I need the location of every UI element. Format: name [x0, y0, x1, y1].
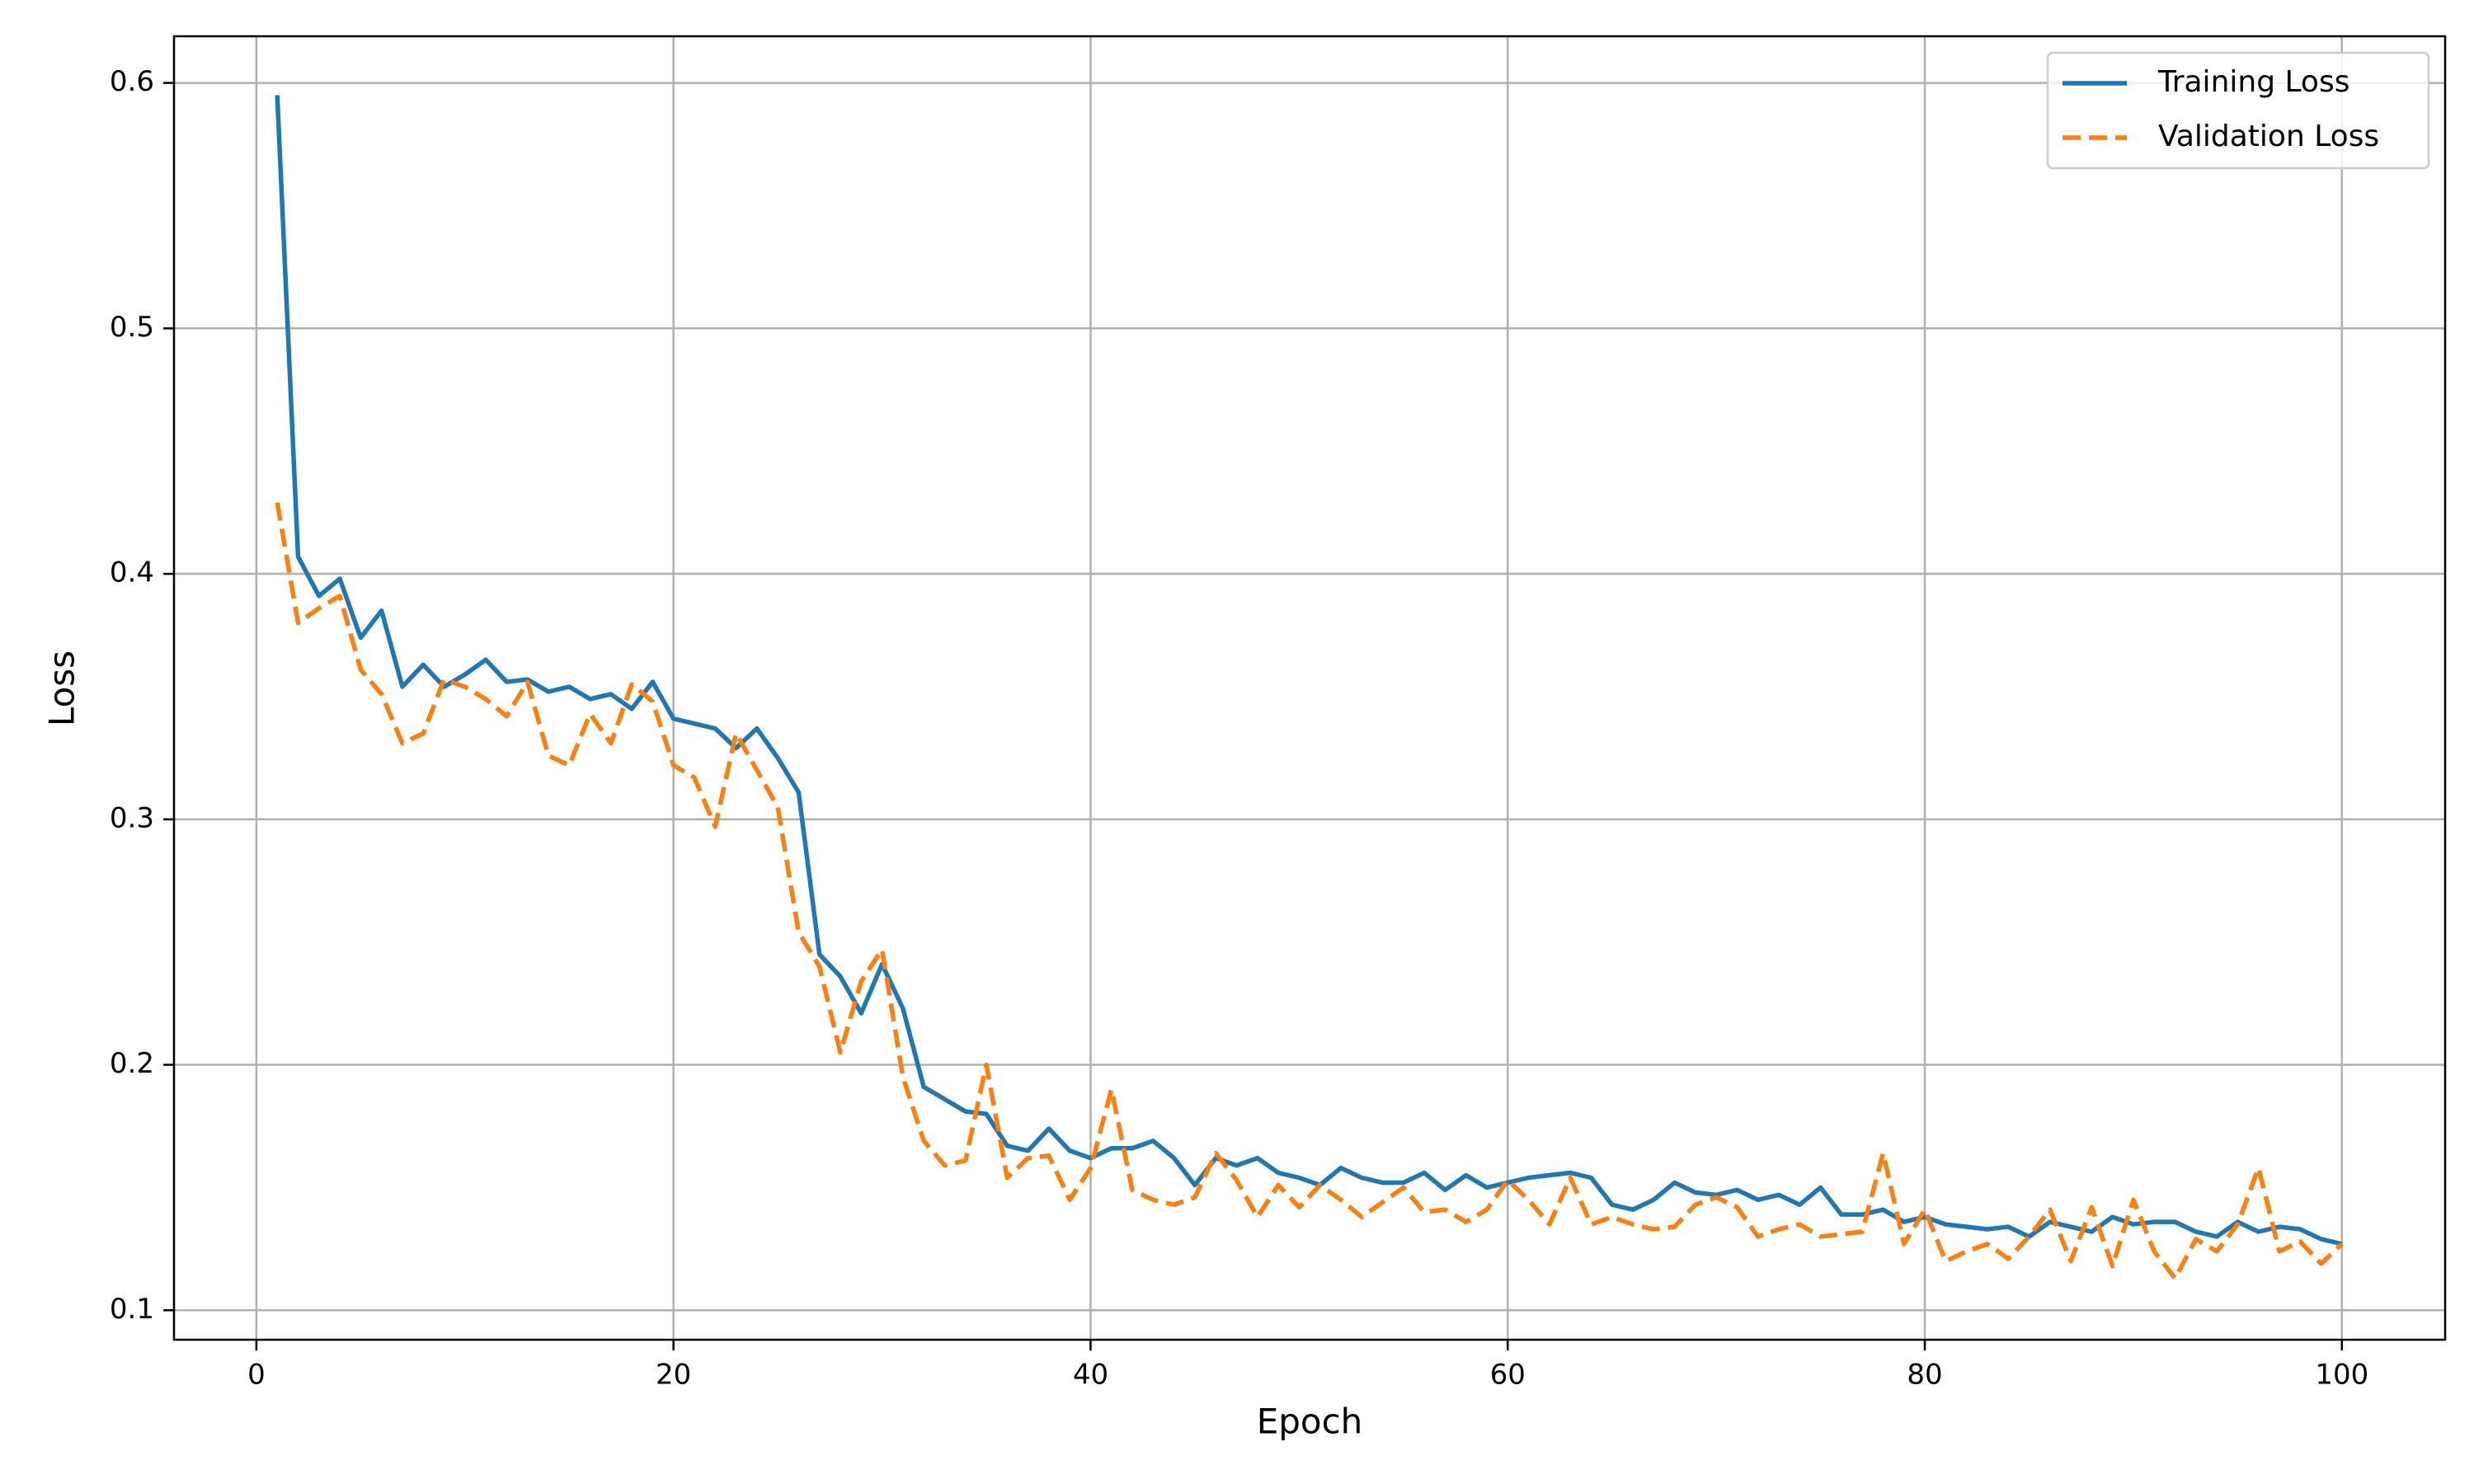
x-tick-label: 100 [2315, 1359, 2368, 1392]
x-tick-label: 60 [1490, 1359, 1526, 1392]
series-line [275, 502, 2344, 1281]
y-tick-label: 0.1 [110, 1293, 154, 1326]
y-tick-label: 0.3 [110, 801, 154, 834]
legend-text: Validation Loss [2158, 120, 2379, 153]
plot-frame [172, 35, 2447, 1341]
y-tick-label: 0.2 [110, 1047, 154, 1080]
x-tick-label: 20 [656, 1359, 691, 1392]
x-tick-label: 40 [1073, 1359, 1108, 1392]
y-tick-label: 0.4 [110, 556, 154, 589]
legend: Training Loss Validation Loss [2046, 51, 2430, 170]
x-tick-label: 80 [1907, 1359, 1942, 1392]
series-line [275, 95, 2343, 1247]
legend-box [2046, 51, 2430, 170]
y-axis-label: Loss [42, 650, 82, 726]
y-tick-label: 0.6 [110, 65, 154, 98]
y-tick-label: 0.5 [110, 311, 154, 344]
legend-text: Training Loss [2157, 65, 2349, 99]
x-tick-label: 0 [247, 1359, 266, 1392]
x-axis-label: Epoch [1257, 1402, 1363, 1442]
